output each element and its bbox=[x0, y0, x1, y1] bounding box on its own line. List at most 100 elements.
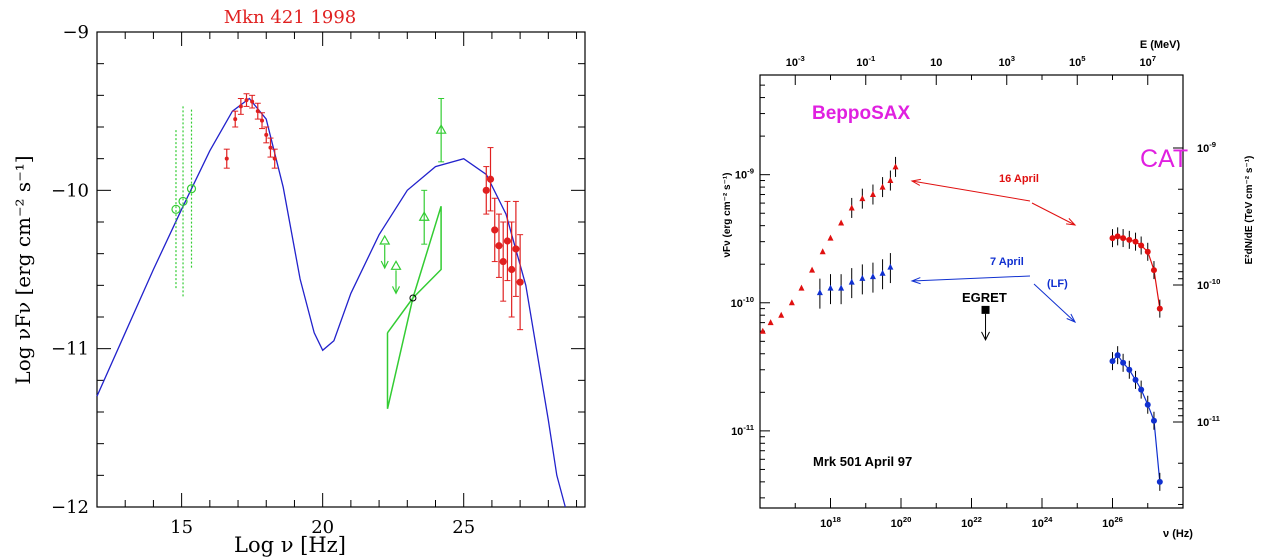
april16-arrow-left-head bbox=[910, 178, 921, 186]
secondary-y-tick-label: 10-10 bbox=[1197, 277, 1220, 292]
top-axis-label: E (MeV) bbox=[1140, 39, 1181, 51]
april16-arrow-left bbox=[911, 180, 1031, 202]
gamma-bowtie bbox=[386, 205, 442, 409]
april7-xray-point bbox=[869, 273, 876, 280]
xray-point bbox=[250, 99, 255, 104]
april16-xray-point bbox=[819, 248, 826, 255]
cat-april7-point bbox=[1132, 376, 1139, 383]
caption-label: Mrk 501 April 97 bbox=[813, 454, 912, 469]
tev-point bbox=[491, 226, 499, 234]
tev-point bbox=[499, 257, 507, 266]
cat-april7-point bbox=[1138, 386, 1145, 393]
xray-point bbox=[260, 118, 265, 123]
right-y-tick-label: 10-9 bbox=[735, 167, 754, 182]
left-x-tick-label: 25 bbox=[452, 517, 475, 538]
april16-xray-point bbox=[759, 327, 766, 334]
cat-april16-point bbox=[1132, 238, 1139, 245]
xray-point bbox=[238, 104, 243, 109]
april16-xray-point bbox=[767, 319, 774, 326]
april16-xray-point bbox=[859, 195, 866, 202]
april16-xray-point bbox=[887, 177, 894, 184]
egret-point bbox=[981, 305, 990, 314]
april7-arrow-right bbox=[1033, 283, 1076, 323]
cat-april16-point bbox=[1150, 267, 1157, 274]
gamma-point bbox=[418, 211, 430, 221]
model-curve bbox=[96, 97, 566, 508]
xray-point bbox=[272, 156, 277, 161]
right-x-tick-label: 1022 bbox=[961, 515, 982, 530]
right-x-axis-label: ν (Hz) bbox=[1163, 528, 1193, 540]
left-y-tick-label: −10 bbox=[51, 180, 89, 201]
beppo-label: BeppoSAX bbox=[812, 103, 911, 124]
april16-xray-point bbox=[838, 219, 845, 226]
right-y-axis-label: νFν (erg cm⁻² s⁻¹) bbox=[722, 172, 733, 257]
april16-arrow-right-head bbox=[1066, 218, 1077, 226]
cat-april7-point bbox=[1120, 359, 1127, 366]
upper-limit-arrowhead bbox=[391, 286, 401, 295]
lf-label: (LF) bbox=[1047, 278, 1068, 290]
left-chart-title: Mkn 421 1998 bbox=[224, 7, 357, 28]
april16-arrow-right bbox=[1031, 202, 1076, 226]
april16-xray-point bbox=[869, 191, 876, 198]
cat-april16-point bbox=[1138, 242, 1145, 249]
tev-point bbox=[482, 186, 490, 194]
left-y-tick-label: −12 bbox=[51, 497, 89, 518]
xray-point bbox=[244, 98, 249, 103]
top-x-tick-label: 10-3 bbox=[786, 54, 805, 69]
april7-arrow-left bbox=[911, 275, 1031, 282]
april7-xray-point bbox=[816, 289, 823, 296]
right-x-tick-label: 1024 bbox=[1032, 515, 1054, 530]
top-x-tick-label: 103 bbox=[998, 54, 1015, 69]
april7-arrow-left-head bbox=[910, 277, 921, 285]
gamma-point bbox=[379, 234, 391, 245]
gamma-point bbox=[390, 260, 402, 270]
bowtie-pivot-point bbox=[409, 294, 417, 302]
right-y-tick-label: 10-11 bbox=[731, 423, 755, 438]
cat-april16-point bbox=[1126, 236, 1133, 243]
april7-xray-point bbox=[887, 263, 894, 270]
right-x-tick-label: 1026 bbox=[1102, 515, 1123, 530]
xray-point bbox=[264, 132, 269, 137]
optical-point bbox=[178, 196, 188, 207]
right-axes: 1018 1020 1022 1024 1026 10-3 10-1 10 103 105 107 1… bbox=[731, 54, 1221, 530]
april7-xray-point bbox=[879, 269, 886, 276]
top-x-tick-label: 10-1 bbox=[856, 54, 876, 69]
xray-point bbox=[268, 145, 273, 150]
cat-april7-point bbox=[1156, 478, 1163, 485]
top-x-tick-label: 107 bbox=[1139, 54, 1156, 69]
cat-april16-point bbox=[1120, 235, 1127, 242]
egret-label: EGRET bbox=[962, 290, 1007, 305]
april16-xray-point bbox=[778, 311, 785, 318]
cat-april7-point bbox=[1114, 352, 1121, 359]
tev-point bbox=[512, 245, 520, 253]
left-panel: Mkn 421 1998 Log ν [Hz] Log νFν [erg cm⁻… bbox=[11, 7, 586, 557]
april16-xray-point bbox=[827, 234, 834, 241]
optical-point bbox=[171, 204, 181, 214]
april16-xray-point bbox=[848, 204, 855, 211]
april7-xray-point bbox=[859, 274, 866, 281]
secondary-y-tick-label: 10-9 bbox=[1197, 140, 1216, 155]
april7-label: 7 April bbox=[990, 256, 1024, 268]
egret-arrowhead bbox=[981, 331, 990, 342]
tev-point bbox=[486, 175, 495, 183]
right-y-tick-label: 10-10 bbox=[731, 295, 754, 310]
cat-april16-point bbox=[1109, 235, 1116, 242]
tev-point bbox=[516, 278, 524, 286]
april16-label: 16 April bbox=[999, 173, 1039, 185]
cat-april7-point bbox=[1144, 401, 1151, 408]
cat-april16-point bbox=[1114, 233, 1121, 240]
tev-point bbox=[508, 265, 516, 274]
april7-xray-point bbox=[848, 278, 855, 285]
left-x-axis-label: Log ν [Hz] bbox=[234, 533, 346, 557]
april16-xray-point bbox=[892, 163, 899, 170]
cat-april16-point bbox=[1144, 248, 1151, 255]
cat-april7-point bbox=[1109, 358, 1116, 365]
right-x-tick-label: 1018 bbox=[820, 515, 842, 530]
right-x-tick-label: 1020 bbox=[891, 515, 912, 530]
left-plot-frame bbox=[96, 31, 586, 508]
left-y-axis-label: Log νFν [erg cm⁻² s⁻¹] bbox=[11, 155, 35, 384]
top-x-tick-label: 105 bbox=[1069, 54, 1086, 69]
cat-label: CAT bbox=[1140, 145, 1188, 173]
cat-april7-point bbox=[1150, 417, 1157, 424]
